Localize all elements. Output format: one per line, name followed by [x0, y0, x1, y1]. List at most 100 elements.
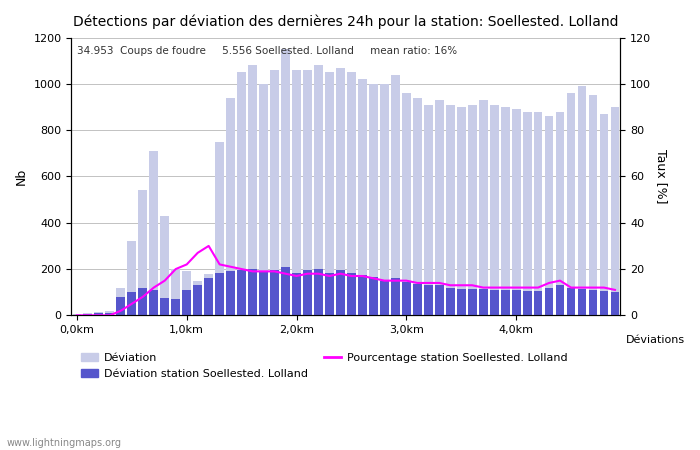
Bar — [172, 269, 180, 315]
Bar — [270, 70, 279, 315]
Bar — [578, 86, 587, 315]
Bar — [160, 216, 169, 315]
Bar — [424, 105, 433, 315]
Bar — [566, 93, 575, 315]
Bar — [589, 290, 597, 315]
Bar — [578, 289, 587, 315]
Bar — [83, 314, 92, 315]
Bar — [237, 270, 246, 315]
Bar — [139, 288, 147, 315]
Bar — [106, 313, 114, 315]
Bar — [216, 142, 224, 315]
Bar — [402, 282, 411, 315]
Y-axis label: Nb: Nb — [15, 168, 28, 185]
Bar — [303, 270, 312, 315]
Bar — [292, 70, 301, 315]
Bar — [237, 72, 246, 315]
Bar — [325, 273, 334, 315]
Bar — [281, 49, 290, 315]
Bar — [479, 289, 488, 315]
Bar — [380, 281, 389, 315]
Text: www.lightningmaps.org: www.lightningmaps.org — [7, 438, 122, 448]
Bar — [413, 98, 421, 315]
Bar — [172, 299, 180, 315]
Bar — [435, 100, 444, 315]
Bar — [347, 72, 356, 315]
Bar — [369, 277, 378, 315]
Bar — [149, 151, 158, 315]
Bar — [424, 285, 433, 315]
Bar — [457, 289, 466, 315]
Bar — [73, 314, 81, 315]
Bar — [545, 288, 554, 315]
Bar — [479, 100, 488, 315]
Bar — [468, 105, 477, 315]
Bar — [369, 84, 378, 315]
Bar — [523, 291, 531, 315]
Bar — [413, 284, 421, 315]
Bar — [446, 105, 454, 315]
Bar — [160, 298, 169, 315]
Bar — [457, 107, 466, 315]
Bar — [139, 190, 147, 315]
Bar — [556, 285, 564, 315]
Bar — [391, 278, 400, 315]
Bar — [127, 292, 136, 315]
Bar — [556, 112, 564, 315]
Bar — [446, 288, 454, 315]
Text: 34.953  Coups de foudre     5.556 Soellested. Lolland     mean ratio: 16%: 34.953 Coups de foudre 5.556 Soellested.… — [77, 46, 457, 56]
Bar — [533, 291, 542, 315]
Bar — [127, 241, 136, 315]
Bar — [512, 290, 521, 315]
Bar — [106, 310, 114, 315]
Bar — [94, 312, 103, 315]
Bar — [435, 285, 444, 315]
Bar — [83, 313, 92, 315]
Y-axis label: Taux [%]: Taux [%] — [655, 149, 668, 204]
Bar — [204, 278, 213, 315]
Bar — [336, 270, 345, 315]
Bar — [314, 65, 323, 315]
Bar — [358, 79, 367, 315]
Bar — [490, 290, 498, 315]
Bar — [589, 95, 597, 315]
Bar — [270, 270, 279, 315]
Bar — [358, 275, 367, 315]
Bar — [182, 290, 191, 315]
Bar — [336, 68, 345, 315]
Bar — [402, 93, 411, 315]
Bar — [116, 288, 125, 315]
Bar — [281, 267, 290, 315]
Bar — [533, 112, 542, 315]
Bar — [325, 72, 334, 315]
Bar — [193, 285, 202, 315]
Bar — [512, 109, 521, 315]
Bar — [259, 271, 268, 315]
Bar — [347, 273, 356, 315]
Text: Déviations: Déviations — [626, 335, 685, 345]
Bar — [600, 114, 608, 315]
Bar — [314, 269, 323, 315]
Bar — [204, 274, 213, 315]
Bar — [610, 107, 620, 315]
Bar — [391, 75, 400, 315]
Bar — [226, 271, 235, 315]
Bar — [116, 297, 125, 315]
Bar — [500, 107, 510, 315]
Bar — [490, 105, 498, 315]
Bar — [94, 314, 103, 315]
Bar — [226, 98, 235, 315]
Bar — [380, 84, 389, 315]
Bar — [500, 290, 510, 315]
Title: Détections par déviation des dernières 24h pour la station: Soellested. Lolland: Détections par déviation des dernières 2… — [74, 15, 619, 30]
Bar — [600, 291, 608, 315]
Bar — [216, 273, 224, 315]
Bar — [182, 271, 191, 315]
Bar — [248, 65, 257, 315]
Bar — [248, 269, 257, 315]
Bar — [292, 273, 301, 315]
Bar — [566, 288, 575, 315]
Bar — [303, 70, 312, 315]
Bar — [545, 116, 554, 315]
Bar — [259, 84, 268, 315]
